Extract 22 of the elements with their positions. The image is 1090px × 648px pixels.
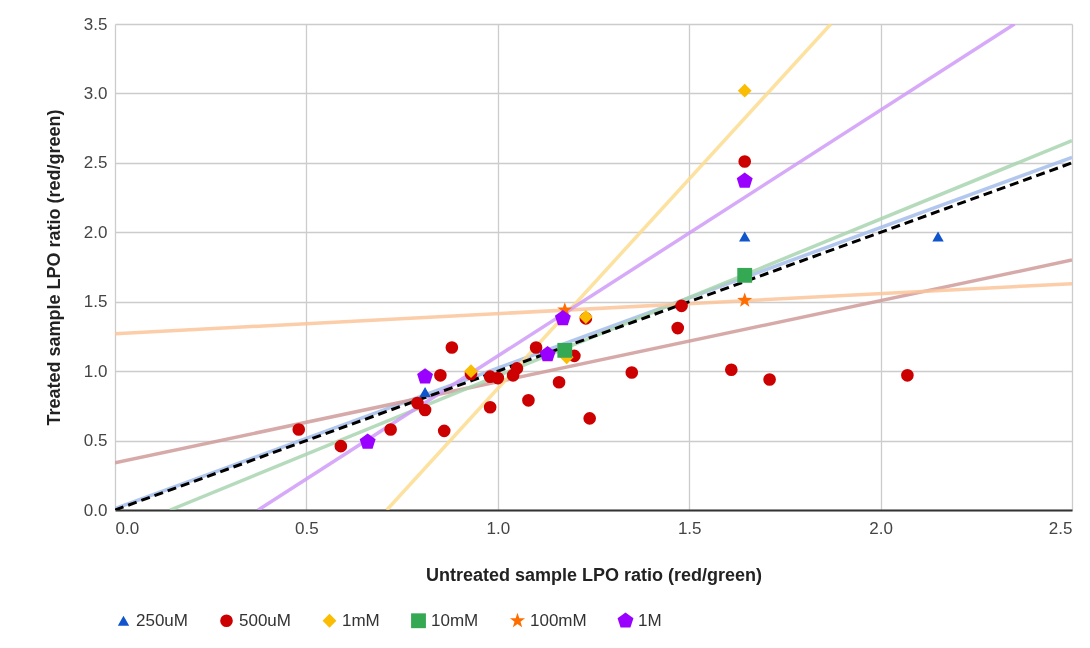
- legend-label: 500uM: [239, 610, 291, 630]
- y-tick-label: 2.5: [83, 153, 108, 173]
- x-tick-label: 1.0: [486, 518, 511, 538]
- y-axis-title: Treated sample LPO ratio (red/green): [43, 109, 64, 426]
- y-tick-label: 2.0: [83, 222, 108, 242]
- legend-label: 10mM: [431, 610, 479, 630]
- x-axis-title: Untreated sample LPO ratio (red/green): [425, 564, 763, 585]
- legend-label: 250uM: [136, 610, 188, 630]
- y-tick-label: 3.0: [83, 83, 108, 103]
- x-tick-label: 2.0: [869, 518, 893, 538]
- x-tick-label: 0.0: [115, 518, 140, 538]
- x-tick-label: 0.5: [295, 518, 319, 538]
- legend-label: 1mM: [342, 610, 380, 630]
- legend-label: 1M: [638, 610, 662, 630]
- x-tick-label: 2.5: [1048, 518, 1073, 538]
- y-tick-label: 0.0: [83, 500, 108, 520]
- y-tick-label: 3.5: [83, 14, 108, 34]
- y-tick-label: 1.0: [83, 361, 108, 381]
- x-tick-label: 1.5: [677, 518, 702, 538]
- legend-label: 100mM: [530, 610, 587, 630]
- y-tick-label: 1.5: [83, 292, 108, 312]
- y-tick-label: 0.5: [83, 431, 108, 451]
